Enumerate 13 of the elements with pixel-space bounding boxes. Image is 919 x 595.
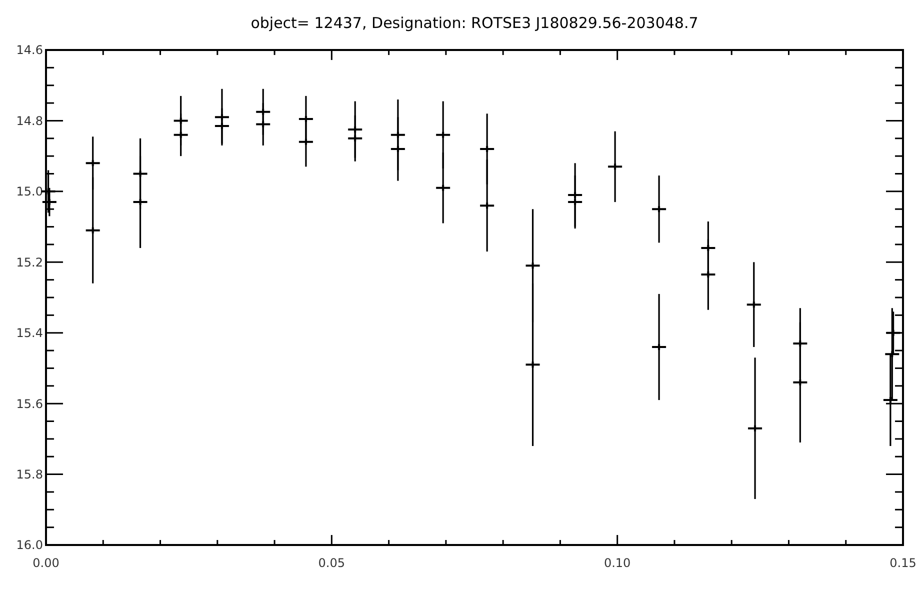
y-tick-label: 15.2 [16, 255, 43, 270]
y-tick-label: 15.0 [16, 184, 43, 199]
y-tick-label: 15.8 [16, 467, 43, 482]
x-tick-label: 0.05 [318, 556, 346, 570]
x-tick-label: 0.10 [604, 556, 631, 570]
y-tick-label: 15.4 [16, 326, 43, 340]
y-tick-label: 14.6 [16, 43, 43, 58]
y-tick-label: 15.6 [16, 396, 43, 411]
x-tick-label: 0.15 [890, 556, 916, 570]
y-tick-label: 16.0 [16, 538, 43, 552]
x-tick-label: 0.00 [32, 556, 60, 570]
y-tick-label: 14.8 [16, 114, 43, 128]
chart-title: object= 12437, Designation: ROTSE3 J180829.56-203048.7 [250, 14, 698, 32]
